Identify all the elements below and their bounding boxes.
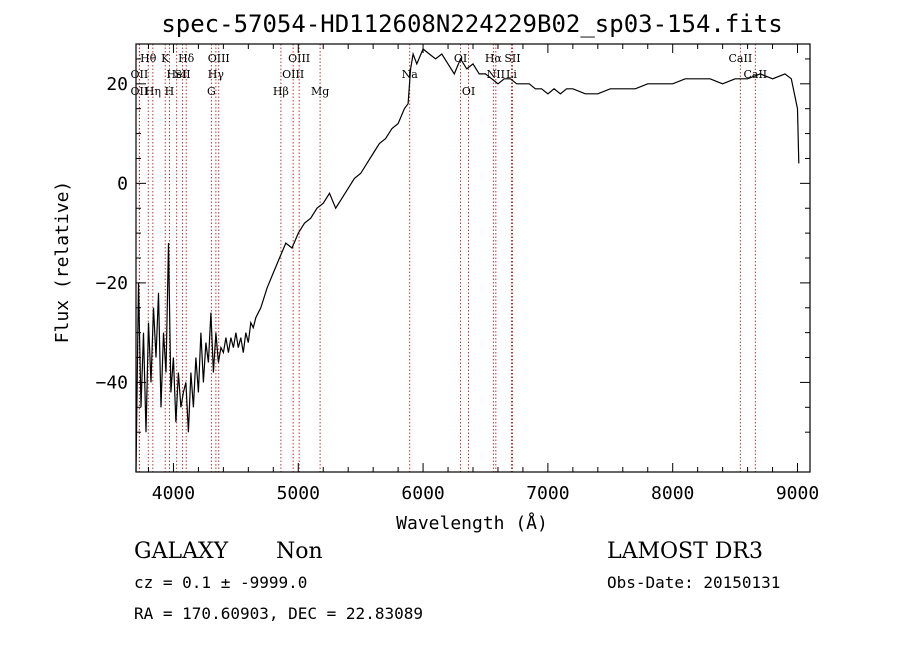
coordinates-readout: RA = 170.60903, DEC = 22.83089 [134,604,423,623]
line-marker-label: K [161,52,170,65]
line-marker-label: OIII [282,68,304,81]
y-axis-label: Flux (relative) [52,181,73,344]
redshift-readout: cz = 0.1 ± -9999.0 [134,573,307,592]
spectral-line-labels: OII Hθ OII K H HeI Hη Hδ SII OIII Hγ G Hβ OIII OIII Mg N… [131,52,768,98]
line-marker-label: OI [462,85,475,98]
plot-frame [135,43,811,473]
x-tick-label: 6000 [401,483,444,504]
line-marker-label: NII [487,68,505,81]
line-marker-label: Hθ [140,52,157,65]
line-marker-label: OII [131,68,149,81]
x-tick-label: 8000 [651,483,694,504]
y-axis: −40 −20 0 20 [95,58,810,433]
observation-date: Obs-Date: 20150131 [607,573,780,592]
y-tick-label: −40 [95,372,128,393]
spectral-line-markers [138,44,756,472]
line-marker-label: SII [174,68,190,81]
x-tick-label: 9000 [776,483,819,504]
line-marker-label: OIII [288,52,310,65]
chart-title: spec-57054-HD112608N224229B02_sp03-154.f… [161,10,782,38]
line-marker-label: CaII [729,52,753,65]
y-tick-label: 20 [106,74,128,95]
line-marker-label: Mg [311,85,329,98]
object-class: GALAXY [134,539,229,564]
line-marker-label: Hγ [208,68,225,81]
x-tick-label: 5000 [277,483,320,504]
line-marker-label: Hη [145,85,161,98]
x-tick-label: 7000 [526,483,569,504]
object-subclass: Non [276,539,323,564]
line-marker-label: Hβ [273,85,289,98]
line-marker-label: Hδ [178,52,195,65]
x-axis-label: Wavelength (Å) [396,512,548,534]
line-marker-label: G [207,85,216,98]
x-axis: 4000 5000 6000 7000 8000 9000 [147,44,819,504]
y-tick-label: 0 [117,173,128,194]
line-marker-label: H [165,85,175,98]
line-marker-label: OII [131,85,149,98]
line-marker-label: Hα [485,52,503,65]
y-tick-label: −20 [95,273,128,294]
x-tick-label: 4000 [152,483,195,504]
spectrum-series-line [135,48,800,473]
line-marker-label: OIII [208,52,230,65]
line-marker-label: HeI [166,68,186,81]
line-marker-label: SII [504,52,520,65]
line-marker-label: Li [506,68,517,81]
survey-name: LAMOST DR3 [607,539,763,564]
